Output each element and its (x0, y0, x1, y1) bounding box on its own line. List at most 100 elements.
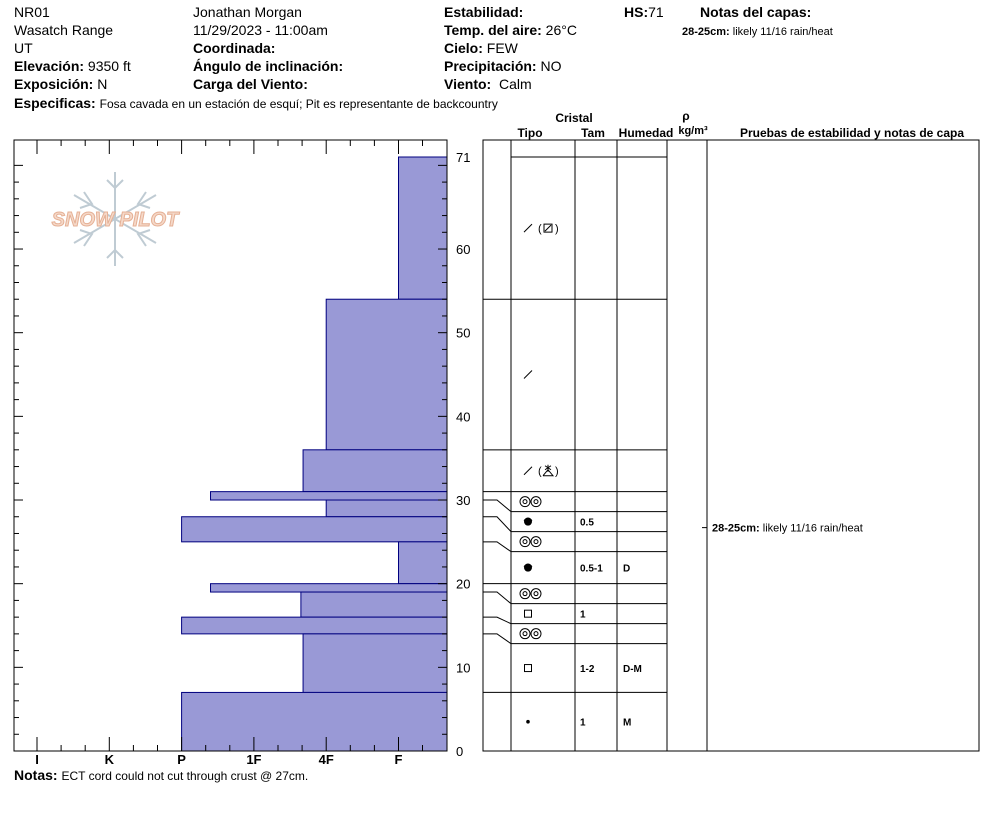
hardness-bar (181, 691, 448, 752)
faceted-square-icon (524, 609, 532, 618)
y-tick-label: 71 (456, 150, 470, 165)
type-header: Tipo (517, 126, 542, 140)
grain-size: 1 (580, 610, 586, 621)
precip-value: NO (540, 58, 562, 74)
cluster-circle-icon (530, 588, 542, 600)
hs-label: HS: (624, 4, 649, 20)
air-temp-value: 26°C (545, 22, 577, 38)
slash-icon (523, 466, 533, 476)
elevation-value: 9350 ft (87, 58, 131, 74)
hardness-bar (302, 633, 448, 693)
wind-label: Viento: (444, 76, 492, 92)
precip-label: Precipitación: (444, 58, 537, 74)
cluster-circle-icon (533, 591, 539, 597)
depth-connector (483, 616, 512, 625)
table-frame (482, 139, 980, 752)
snowpilot-logo: SNOW PILOT (51, 172, 181, 266)
depth-connector (483, 541, 512, 553)
y-tick-label: 0 (456, 744, 463, 759)
date-time: 11/29/2023 - 11:00am (193, 22, 328, 38)
faceted-square-icon (524, 664, 532, 673)
air-temp: Temp. del aire: 26°C (444, 21, 577, 39)
depth-connector (483, 633, 512, 645)
melt-freeze-arc-icon (523, 517, 533, 521)
slash-icon (523, 223, 533, 233)
crystal-header: Cristal (555, 111, 592, 125)
depth-connector (483, 499, 512, 513)
layer-note-value: likely 11/16 rain/heat (732, 26, 833, 38)
snowflake-icon (73, 172, 157, 266)
cluster-circle-icon (522, 539, 528, 545)
layer-note-key: 28-25cm: (682, 26, 730, 38)
layer-test-note-key: 28-25cm: (712, 523, 763, 535)
crystal-square-icon (524, 664, 532, 673)
size-header: Tam (581, 126, 605, 140)
grain-size: 1 (580, 718, 586, 729)
hardness-bar (302, 449, 448, 493)
grain-size: 1-2 (580, 664, 595, 675)
elevation-label: Elevación: (14, 58, 85, 74)
elevation: Elevación: 9350 ft (14, 57, 131, 75)
hardness-label: 1F (246, 752, 261, 767)
mountain-range: Wasatch Range (14, 22, 114, 38)
hardness-bar (325, 298, 448, 451)
layer-test-note-value: likely 11/16 rain/heat (763, 523, 863, 535)
hardness-bar (398, 156, 448, 300)
site-id: NR01 (14, 4, 50, 20)
cluster-circle-icon (522, 499, 528, 505)
notes-value: ECT cord could not cut through crust @ 2… (61, 769, 309, 783)
stability-label: Estabilidad: (444, 4, 524, 20)
specifics: Especificas: Fosa cavada en un estación … (14, 94, 498, 113)
sky-value: FEW (486, 40, 518, 56)
logo-text: SNOW PILOT (52, 209, 180, 231)
hardness-bar (210, 491, 448, 501)
crystal-dot-icon (526, 719, 530, 724)
paren-open-icon: ( (538, 466, 542, 478)
y-tick-label: 10 (456, 660, 470, 675)
paren-close-icon: ) (555, 466, 559, 478)
star-triangle-icon (542, 468, 555, 477)
hardness-label: K (105, 752, 115, 767)
air-temp-label: Temp. del aire: (444, 22, 542, 38)
sky-label: Cielo: (444, 40, 483, 56)
box-icon (543, 223, 553, 233)
density-rho-header: ρ (682, 109, 689, 123)
wind-value: Calm (498, 76, 532, 92)
aspect: Exposición: N (14, 75, 107, 93)
total-height: HS:71 (624, 3, 664, 21)
moisture-value: M (623, 718, 631, 729)
cluster-circle-icon (519, 536, 531, 548)
hardness-bar (181, 516, 448, 543)
crystal-melt-clusters-icon (519, 536, 542, 548)
crystal-melt-freeze-icon (523, 517, 533, 526)
cluster-circle-icon (519, 496, 531, 508)
cluster-circle-icon (530, 536, 542, 548)
hardness-label: P (177, 752, 186, 767)
y-tick-label: 60 (456, 242, 470, 257)
specifics-label: Especificas: (14, 95, 96, 111)
small-dot-icon (526, 719, 530, 724)
coordinate-label: Coordinada: (193, 40, 276, 56)
moisture-header: Humedad (619, 126, 674, 140)
hardness-bar (325, 499, 448, 518)
hardness-label: 4F (319, 752, 334, 767)
y-tick-label: 50 (456, 326, 470, 341)
layer-notes-title: Notas del capas: (700, 4, 812, 20)
notes: Notas: ECT cord could not cut through cr… (14, 766, 308, 785)
box-slash-icon (544, 224, 552, 232)
cluster-circle-icon (533, 499, 539, 505)
slope-angle-label: Ángulo de inclinación: (193, 58, 344, 74)
cluster-circle-icon (519, 588, 531, 600)
tests-header: Pruebas de estabilidad y notas de capa (740, 126, 964, 140)
moisture-value: D (623, 564, 630, 575)
hardness-label: F (395, 752, 403, 767)
specifics-value: Fosa cavada en un estación de esquí; Pit… (99, 97, 498, 111)
cluster-circle-icon (530, 628, 542, 640)
paren-close-icon: ) (555, 223, 559, 235)
layer-note: 28-25cm: likely 11/16 rain/heat (682, 23, 833, 41)
hardness-bar (398, 541, 448, 585)
wind-load-label: Carga del Viento: (193, 76, 308, 92)
aspect-label: Exposición: (14, 76, 94, 92)
precipitation: Precipitación: NO (444, 57, 561, 75)
crystal-slash-icon (523, 370, 533, 379)
